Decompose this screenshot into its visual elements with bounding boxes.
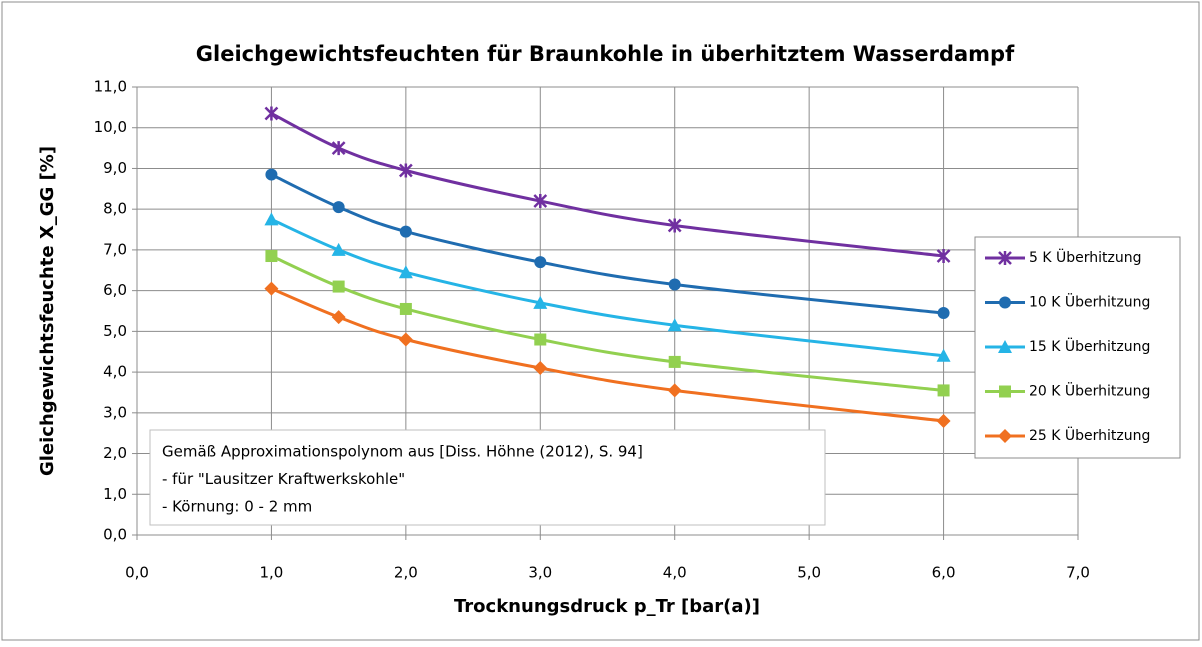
marker	[936, 249, 951, 264]
marker	[398, 163, 413, 178]
y-tick-label: 8,0	[103, 200, 127, 218]
annotation-text: - Körnung: 0 - 2 mm	[162, 498, 312, 516]
marker	[534, 256, 547, 269]
y-tick-label: 9,0	[103, 159, 127, 177]
legend-label: 20 K Überhitzung	[1029, 382, 1150, 400]
marker	[264, 212, 279, 226]
marker	[264, 106, 279, 121]
chart-title: Gleichgewichtsfeuchten für Braunkohle in…	[196, 42, 1015, 66]
y-tick-label: 0,0	[103, 526, 127, 544]
x-axis-label: Trocknungsdruck p_Tr [bar(a)]	[454, 596, 760, 617]
y-axis-label: Gleichgewichtsfeuchte X_GG [%]	[37, 146, 58, 476]
annotation-text: Gemäß Approximationspolynom aus [Diss. H…	[162, 443, 643, 461]
y-tick-label: 1,0	[103, 485, 127, 503]
marker	[534, 333, 547, 346]
y-tick-label: 3,0	[103, 403, 127, 421]
x-tick-label: 6,0	[932, 564, 956, 582]
marker	[998, 429, 1012, 443]
legend-label: 25 K Überhitzung	[1029, 426, 1150, 444]
marker	[399, 225, 412, 238]
x-tick-label: 1,0	[259, 564, 283, 582]
legend-label: 5 K Überhitzung	[1029, 248, 1141, 266]
legend-label: 15 K Überhitzung	[1029, 337, 1150, 355]
x-tick-label: 3,0	[528, 564, 552, 582]
marker	[936, 348, 951, 362]
marker	[937, 307, 950, 320]
marker	[265, 250, 278, 263]
y-tick-label: 6,0	[103, 281, 127, 299]
marker	[998, 251, 1012, 265]
marker	[533, 194, 548, 209]
marker	[399, 302, 412, 315]
x-tick-label: 7,0	[1066, 564, 1090, 582]
y-tick-label: 7,0	[103, 240, 127, 258]
marker	[668, 355, 681, 368]
marker	[936, 413, 951, 428]
marker	[398, 265, 413, 279]
y-tick-label: 2,0	[103, 444, 127, 462]
marker	[667, 318, 682, 332]
x-tick-label: 0,0	[125, 564, 149, 582]
x-tick-label: 5,0	[797, 564, 821, 582]
y-tick-label: 11,0	[94, 78, 127, 96]
marker	[533, 295, 548, 309]
marker	[331, 242, 346, 256]
marker	[398, 332, 413, 347]
marker	[264, 281, 279, 296]
annotation-text: - für "Lausitzer Kraftwerkskohle"	[162, 470, 405, 488]
marker	[265, 168, 278, 181]
annotation-box	[149, 429, 826, 526]
marker	[332, 201, 345, 214]
x-tick-label: 4,0	[663, 564, 687, 582]
y-tick-label: 10,0	[94, 118, 127, 136]
x-tick-label: 2,0	[394, 564, 418, 582]
y-tick-label: 5,0	[103, 322, 127, 340]
marker	[533, 361, 548, 376]
marker	[937, 384, 950, 397]
marker	[998, 340, 1012, 353]
marker	[331, 310, 346, 325]
marker	[999, 385, 1011, 398]
y-tick-label: 4,0	[103, 363, 127, 381]
marker	[668, 278, 681, 291]
marker	[999, 296, 1011, 309]
marker	[667, 218, 682, 233]
legend-label: 10 K Überhitzung	[1029, 293, 1150, 311]
marker	[332, 280, 345, 293]
marker	[331, 141, 346, 156]
marker	[667, 383, 682, 398]
